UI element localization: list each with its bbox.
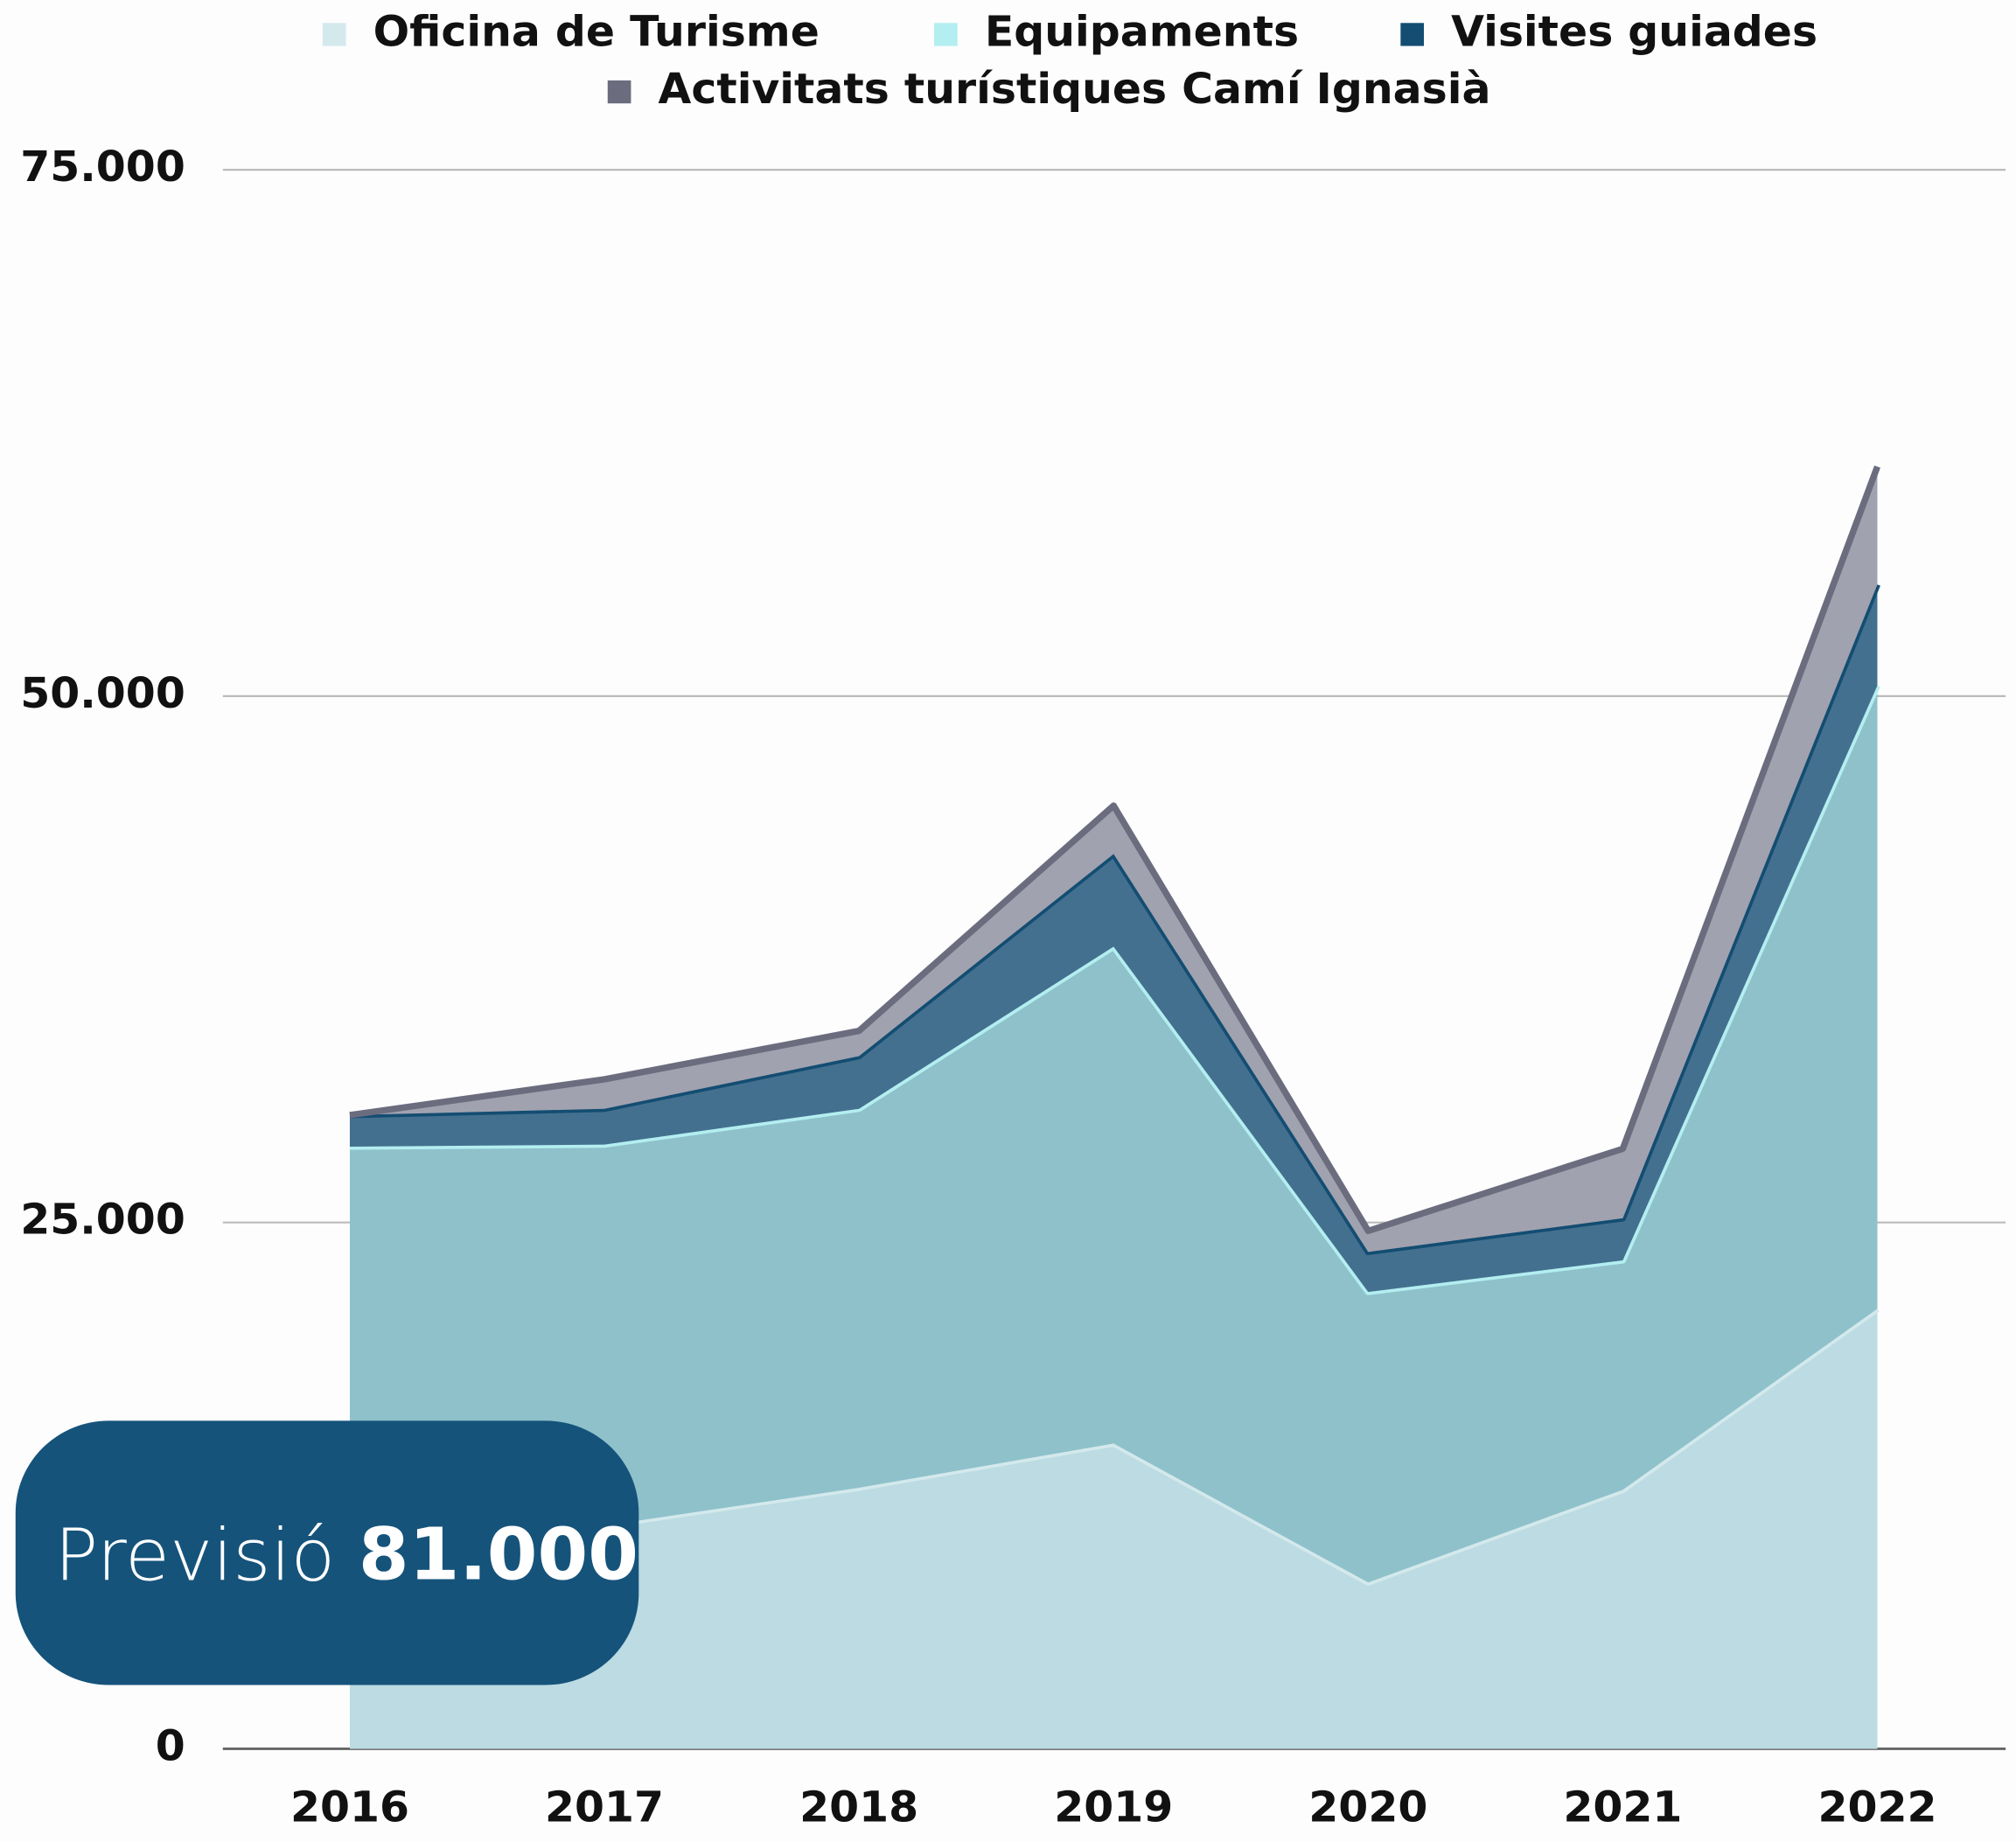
legend-label: Equipaments bbox=[985, 8, 1299, 57]
y-tick-label: 25.000 bbox=[20, 1196, 185, 1245]
area-line bbox=[349, 465, 1880, 1234]
annotation-label: Previsió bbox=[54, 1514, 335, 1596]
annotation-box bbox=[15, 1420, 639, 1685]
legend-label: Visites guiades bbox=[1451, 8, 1817, 57]
legend-label: Activitats turístiques Camí Ignasià bbox=[659, 65, 1491, 114]
x-tick-label: 2019 bbox=[1054, 1783, 1173, 1832]
legend-label: Oficina de Turisme bbox=[373, 8, 820, 57]
legend-swatch bbox=[607, 80, 631, 104]
area-fill bbox=[349, 1308, 1878, 1749]
area-fill bbox=[349, 584, 1878, 1293]
legend-swatch bbox=[322, 23, 346, 46]
legend-swatch bbox=[1400, 23, 1425, 46]
y-tick-label: 50.000 bbox=[20, 669, 185, 718]
areas bbox=[349, 465, 1880, 1749]
x-tick-label: 2017 bbox=[545, 1783, 664, 1832]
x-tick-label: 2020 bbox=[1308, 1783, 1427, 1832]
x-tick-label: 2022 bbox=[1817, 1783, 1936, 1832]
x-tick-label: 2016 bbox=[290, 1783, 409, 1832]
x-tick-label: 2018 bbox=[799, 1783, 918, 1832]
legend-swatch bbox=[934, 23, 958, 46]
y-tick-label: 0 bbox=[156, 1722, 185, 1771]
area-fill bbox=[349, 685, 1878, 1583]
annotation: Previsió 81.000 bbox=[54, 1514, 638, 1596]
annotation-value: 81.000 bbox=[359, 1514, 638, 1596]
x-tick-label: 2021 bbox=[1563, 1783, 1682, 1832]
labels: 0 25.000 50.000 75.000 2016 2017 2018 2019 2020 2… bbox=[20, 8, 1936, 1832]
y-tick-label: 75.000 bbox=[20, 143, 185, 192]
